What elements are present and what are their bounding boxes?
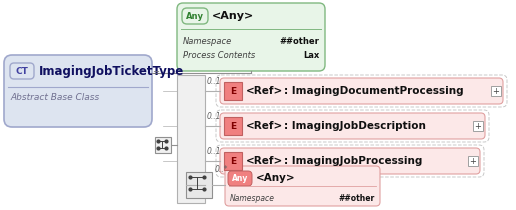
- Text: Any: Any: [186, 12, 204, 21]
- Text: E: E: [230, 87, 236, 96]
- FancyBboxPatch shape: [225, 166, 380, 206]
- Text: E: E: [230, 122, 236, 130]
- Text: Lax: Lax: [303, 51, 319, 60]
- Text: +: +: [475, 122, 481, 130]
- Text: <Ref>: <Ref>: [246, 121, 283, 131]
- Text: Any: Any: [232, 174, 248, 183]
- FancyBboxPatch shape: [224, 82, 242, 100]
- FancyBboxPatch shape: [177, 75, 205, 203]
- Text: +: +: [470, 156, 476, 165]
- Text: ##other: ##other: [279, 37, 319, 46]
- Text: 0..*: 0..*: [215, 165, 229, 174]
- Text: Namespace: Namespace: [230, 194, 275, 203]
- FancyBboxPatch shape: [224, 117, 242, 135]
- FancyBboxPatch shape: [4, 55, 152, 127]
- FancyBboxPatch shape: [220, 113, 485, 139]
- Text: <Any>: <Any>: [212, 11, 254, 21]
- Text: : ImagingJobDescription: : ImagingJobDescription: [284, 121, 426, 131]
- Text: ##other: ##other: [338, 194, 375, 203]
- FancyBboxPatch shape: [186, 172, 212, 198]
- Text: Namespace: Namespace: [183, 37, 232, 46]
- Text: : ImagingJobProcessing: : ImagingJobProcessing: [284, 156, 423, 166]
- FancyBboxPatch shape: [468, 156, 478, 166]
- Text: +: +: [493, 87, 499, 96]
- Text: Abstract Base Class: Abstract Base Class: [10, 93, 99, 102]
- FancyBboxPatch shape: [177, 3, 325, 71]
- Text: 0..1: 0..1: [207, 112, 221, 121]
- Text: 0..1: 0..1: [207, 77, 221, 86]
- Text: <Ref>: <Ref>: [246, 86, 283, 96]
- Text: E: E: [230, 156, 236, 165]
- FancyBboxPatch shape: [216, 145, 484, 177]
- Text: 0..1: 0..1: [207, 147, 221, 156]
- FancyBboxPatch shape: [224, 152, 242, 170]
- FancyBboxPatch shape: [182, 8, 208, 24]
- Text: ImagingJobTicketType: ImagingJobTicketType: [39, 64, 184, 77]
- FancyBboxPatch shape: [220, 148, 480, 174]
- FancyBboxPatch shape: [220, 78, 503, 104]
- FancyBboxPatch shape: [473, 121, 483, 131]
- FancyBboxPatch shape: [491, 86, 501, 96]
- Text: =: =: [153, 68, 159, 77]
- FancyBboxPatch shape: [228, 171, 252, 186]
- FancyBboxPatch shape: [216, 110, 489, 142]
- Text: : ImagingDocumentProcessing: : ImagingDocumentProcessing: [284, 86, 463, 96]
- FancyBboxPatch shape: [216, 75, 507, 107]
- Text: <Ref>: <Ref>: [246, 156, 283, 166]
- FancyBboxPatch shape: [155, 137, 171, 153]
- Text: <Any>: <Any>: [256, 173, 296, 183]
- FancyBboxPatch shape: [10, 63, 34, 79]
- Text: CT: CT: [15, 67, 28, 76]
- Text: Process Contents: Process Contents: [183, 51, 255, 60]
